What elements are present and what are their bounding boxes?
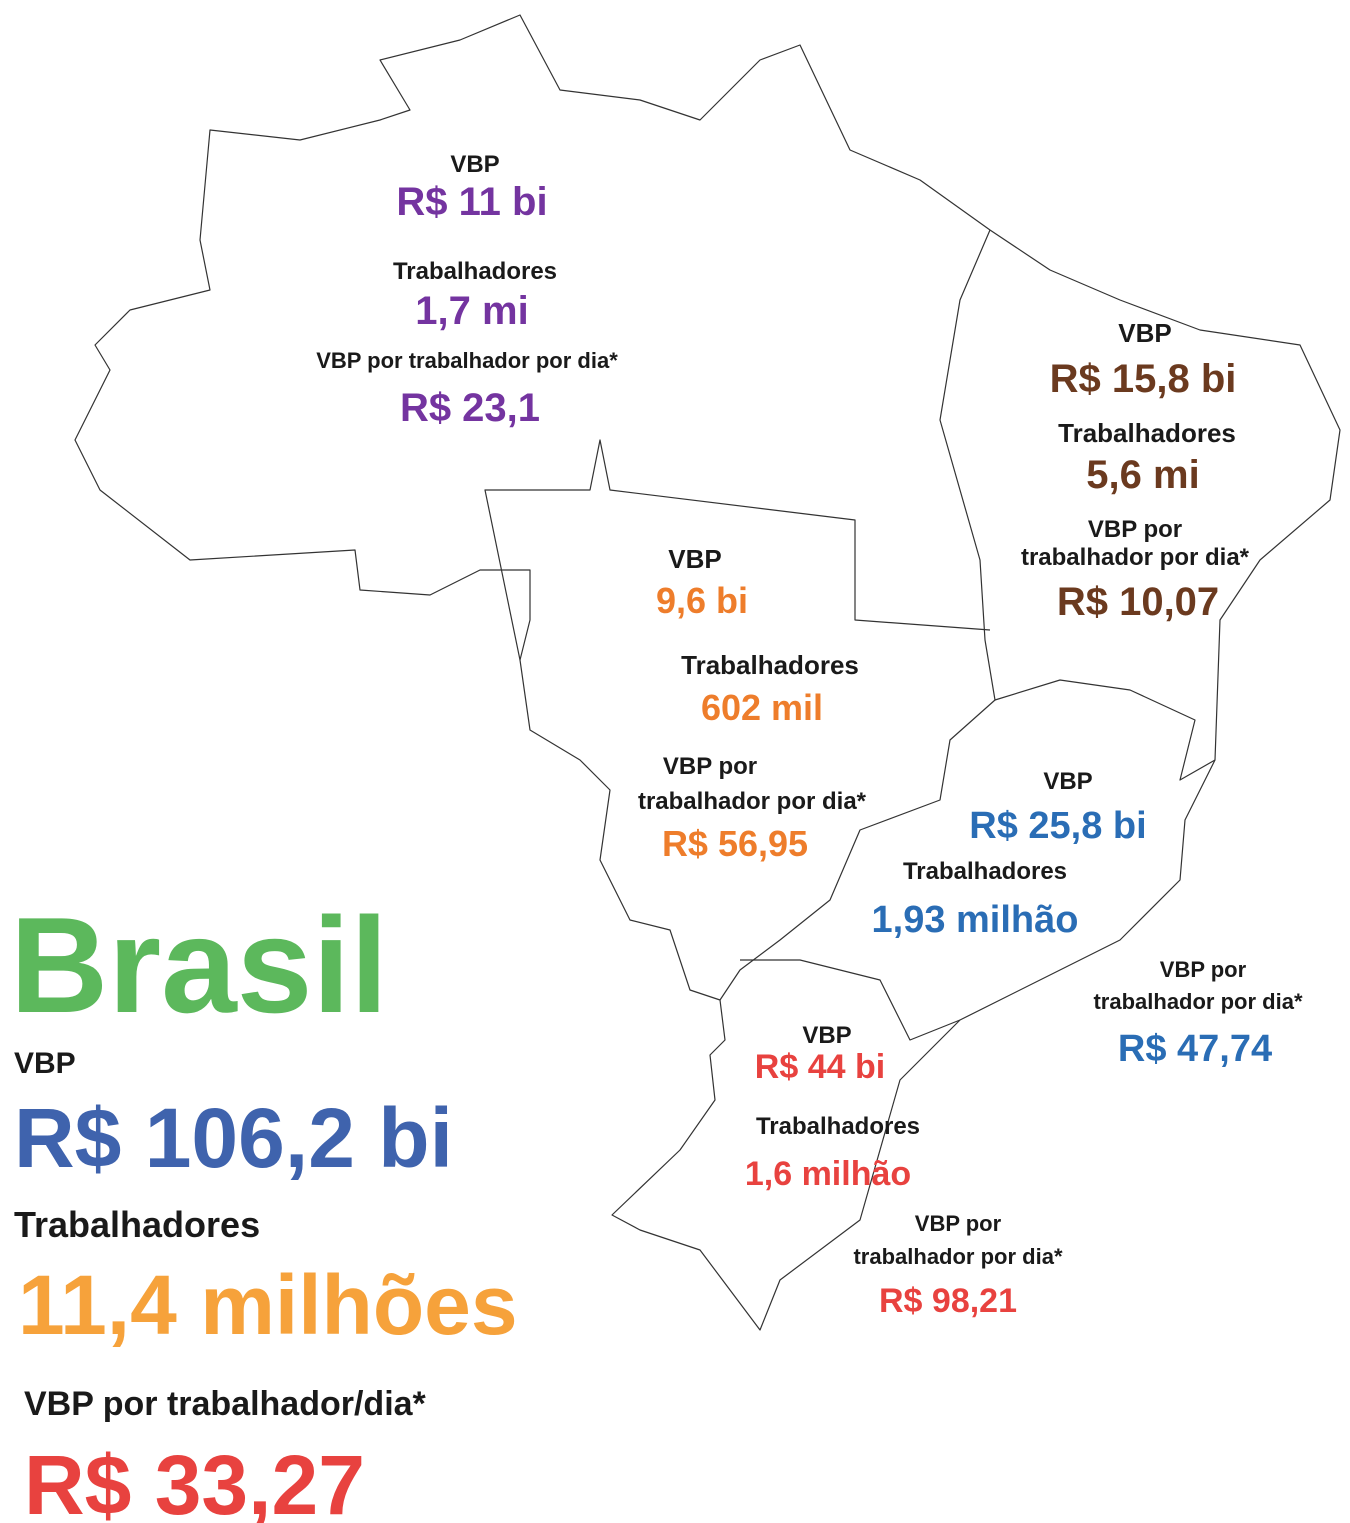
label: trabalhador por dia* (1021, 544, 1250, 571)
label: VBP (668, 544, 721, 574)
label: VBP por (1088, 516, 1182, 543)
label: Trabalhadores (14, 1204, 260, 1245)
value: R$ 47,74 (1118, 1028, 1272, 1070)
label: VBP (14, 1047, 76, 1080)
brazil-map (74, 14, 1341, 1331)
value: 602 mil (701, 687, 823, 728)
value: R$ 44 bi (755, 1048, 885, 1086)
value: R$ 56,95 (662, 823, 808, 864)
label: VBP (802, 1022, 851, 1049)
label: Trabalhadores (1058, 418, 1236, 448)
value: R$ 11 bi (396, 180, 547, 224)
label: VBP por (1160, 957, 1247, 982)
label: VBP (1043, 768, 1092, 795)
label: VBP por (915, 1211, 1002, 1236)
label: Trabalhadores (681, 650, 859, 680)
value: 1,93 milhão (872, 899, 1079, 941)
value: 1,6 milhão (745, 1155, 911, 1193)
label: trabalhador por dia* (638, 788, 867, 815)
label: VBP por trabalhador por dia* (316, 348, 618, 373)
label: trabalhador por dia* (853, 1244, 1062, 1269)
region-border (740, 959, 961, 1041)
value: R$ 25,8 bi (969, 805, 1146, 847)
region-border (484, 439, 991, 661)
label: VBP (1118, 318, 1171, 348)
label: VBP por (663, 753, 757, 780)
title: Brasil (10, 889, 388, 1041)
value: R$ 98,21 (879, 1282, 1017, 1320)
value: R$ 10,07 (1057, 580, 1219, 624)
value: 11,4 milhões (18, 1258, 518, 1352)
value: R$ 15,8 bi (1050, 357, 1237, 401)
value: 1,7 mi (415, 289, 528, 333)
label: Trabalhadores (903, 858, 1067, 885)
value: R$ 23,1 (400, 386, 540, 430)
label: VBP (450, 151, 499, 178)
label: VBP por trabalhador/dia* (24, 1385, 427, 1423)
label: Trabalhadores (393, 258, 557, 285)
value: R$ 106,2 bi (14, 1091, 453, 1185)
value: 5,6 mi (1086, 453, 1199, 497)
region-border (719, 699, 996, 1001)
country-outline (74, 14, 1341, 1331)
value: R$ 33,27 (24, 1438, 365, 1523)
region-border (939, 229, 1216, 781)
label: Trabalhadores (756, 1113, 920, 1140)
value: 9,6 bi (656, 580, 748, 621)
label: trabalhador por dia* (1093, 989, 1302, 1014)
